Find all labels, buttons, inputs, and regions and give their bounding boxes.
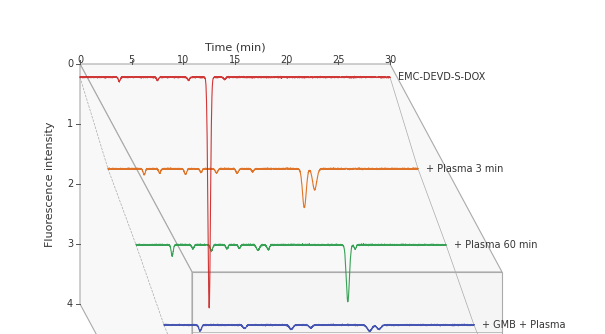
Text: 0: 0 — [67, 59, 73, 69]
Text: 20: 20 — [281, 55, 293, 65]
Text: 25: 25 — [332, 55, 345, 65]
Text: + Plasma 3 min: + Plasma 3 min — [426, 164, 503, 174]
Text: 3: 3 — [67, 239, 73, 249]
Text: + GMB + Plasma: + GMB + Plasma — [482, 320, 566, 330]
Text: Fluorescence intensity: Fluorescence intensity — [45, 121, 55, 247]
Text: 10: 10 — [177, 55, 189, 65]
Text: 4: 4 — [67, 299, 73, 309]
Text: 30: 30 — [384, 55, 396, 65]
Text: EMC-DEVD-S-DOX: EMC-DEVD-S-DOX — [398, 72, 485, 82]
Polygon shape — [80, 64, 192, 334]
Text: + Plasma 60 min: + Plasma 60 min — [454, 240, 537, 250]
Text: Time (min): Time (min) — [204, 42, 266, 52]
Text: 15: 15 — [229, 55, 241, 65]
Polygon shape — [192, 272, 502, 334]
Text: 1: 1 — [67, 119, 73, 129]
Text: 0: 0 — [77, 55, 83, 65]
Polygon shape — [80, 64, 502, 272]
Text: 5: 5 — [128, 55, 135, 65]
Text: 2: 2 — [67, 179, 73, 189]
